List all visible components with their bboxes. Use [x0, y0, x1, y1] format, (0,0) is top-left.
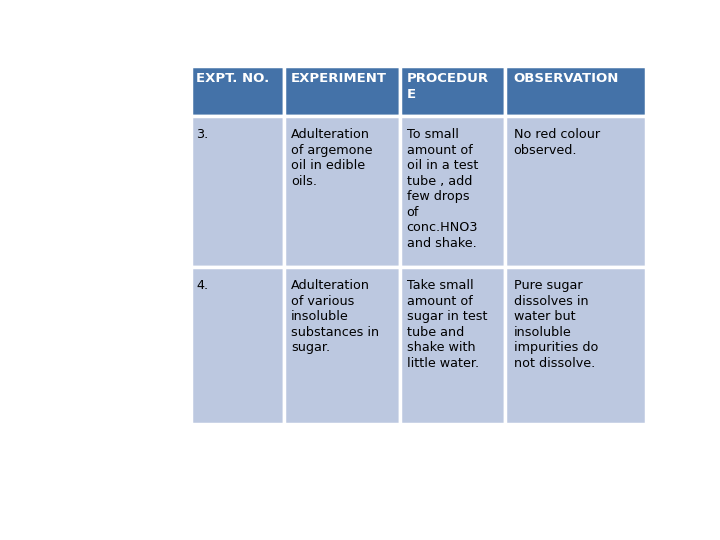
Text: Adulteration
of argemone
oil in edible
oils.: Adulteration of argemone oil in edible o…	[291, 129, 373, 188]
Bar	[284, 267, 400, 424]
Text: No red colour
observed.: No red colour observed.	[513, 129, 600, 157]
Bar	[400, 66, 505, 117]
Text: Take small
amount of
sugar in test
tube and
shake with
little water.: Take small amount of sugar in test tube …	[407, 279, 487, 370]
Bar	[505, 267, 647, 424]
Bar	[191, 66, 284, 117]
Bar	[400, 117, 505, 267]
Text: OBSERVATION: OBSERVATION	[513, 72, 619, 85]
Bar	[505, 117, 647, 267]
Text: 3.: 3.	[197, 129, 209, 141]
Text: Adulteration
of various
insoluble
substances in
sugar.: Adulteration of various insoluble substa…	[291, 279, 379, 354]
Bar	[191, 117, 284, 267]
Text: EXPT. NO.: EXPT. NO.	[197, 72, 269, 85]
Bar	[284, 66, 400, 117]
Text: Pure sugar
dissolves in
water but
insoluble
impurities do
not dissolve.: Pure sugar dissolves in water but insolu…	[513, 279, 598, 370]
Text: PROCEDUR
E: PROCEDUR E	[407, 72, 489, 101]
Bar	[191, 267, 284, 424]
Bar	[505, 66, 647, 117]
Text: EXPERIMENT: EXPERIMENT	[291, 72, 387, 85]
Text: 4.: 4.	[197, 279, 209, 292]
Bar	[284, 117, 400, 267]
Text: To small
amount of
oil in a test
tube , add
few drops
of
conc.HNO3
and shake.: To small amount of oil in a test tube , …	[407, 129, 478, 250]
Bar	[400, 267, 505, 424]
